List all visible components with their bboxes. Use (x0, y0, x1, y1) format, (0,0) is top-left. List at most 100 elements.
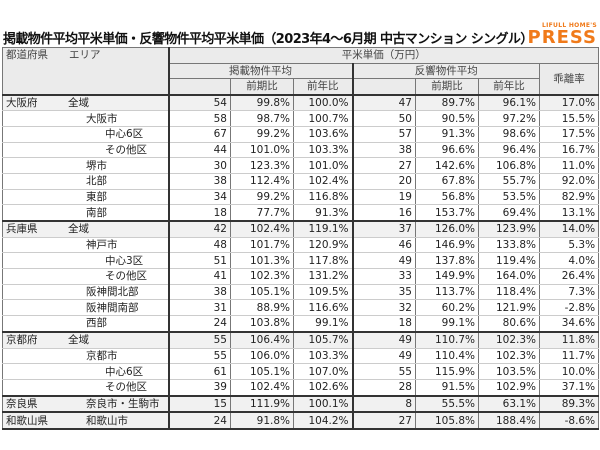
listed-yoy: 117.8% (293, 252, 354, 270)
listed-yoy: 109.5% (293, 283, 354, 301)
response-qoq: 115.9% (415, 363, 479, 380)
header-listed-average: 掲載物件平均 (168, 62, 354, 79)
listed-qoq: 91.8% (230, 411, 294, 430)
area: 大阪市 (86, 112, 118, 125)
area: 中心6区 (105, 365, 144, 378)
listed-qoq: 111.9% (230, 394, 294, 413)
table-row: 京都市 55 106.0% 103.3% 49 110.4% 102.3% 11.7% (2, 347, 600, 365)
response-yoy: 103.5% (478, 363, 540, 380)
response-yoy: 96.1% (478, 93, 540, 112)
response-qoq: 137.8% (415, 252, 479, 270)
prefecture: 兵庫県 (6, 223, 38, 236)
table-row: 南部 18 77.7% 91.3% 16 153.7% 69.4% 13.1% (2, 204, 600, 222)
header-unit: 平米単価（万円） (167, 47, 600, 64)
area: 北部 (86, 175, 107, 188)
response-qoq: 113.7% (415, 283, 479, 301)
lifull-homes-press-logo: LIFULL HOME'S PRESS (528, 22, 597, 47)
area: 東部 (86, 190, 107, 203)
gap-rate: 10.0% (538, 363, 600, 380)
listed-yoy: 116.8% (293, 188, 354, 206)
response-price: 50 (352, 110, 416, 127)
response-price: 35 (352, 283, 416, 301)
area: その他区 (105, 143, 147, 156)
listed-yoy: 105.7% (293, 330, 354, 349)
listed-qoq: 99.8% (230, 93, 294, 112)
listed-qoq: 98.7% (230, 110, 294, 127)
table-row: その他区 44 101.0% 103.3% 38 96.6% 96.4% 16.7% (2, 141, 600, 159)
listed-price: 30 (168, 157, 231, 174)
pref-area-cell: 京都府 全域 (2, 330, 170, 349)
table-row: 中心3区 51 101.3% 117.8% 49 137.8% 119.4% 4.0% (2, 252, 600, 270)
listed-price: 54 (168, 93, 231, 112)
table-row: 阪神間南部 31 88.9% 116.6% 32 60.2% 121.9% -2.8% (2, 299, 600, 317)
response-price: 8 (352, 394, 416, 413)
response-yoy: 121.9% (478, 299, 540, 317)
area: 全域 (68, 96, 89, 109)
listed-yoy: 91.3% (293, 204, 354, 222)
response-yoy: 69.4% (478, 204, 540, 222)
response-qoq: 67.8% (415, 172, 479, 190)
response-qoq: 153.7% (415, 204, 479, 222)
listed-yoy: 99.1% (293, 315, 354, 333)
listed-price: 55 (168, 347, 231, 365)
listed-yoy: 103.3% (293, 141, 354, 159)
gap-rate: 14.0% (538, 219, 600, 238)
listed-qoq: 101.3% (230, 252, 294, 270)
pref-area-cell: 和歌山県 和歌山市 (2, 411, 170, 430)
prefecture: 京都府 (6, 334, 38, 347)
response-qoq: 91.3% (415, 125, 479, 143)
table-row: その他区 39 102.4% 102.6% 28 91.5% 102.9% 37.1% (2, 378, 600, 397)
response-price: 49 (352, 347, 416, 365)
gap-rate: 89.3% (538, 394, 600, 413)
listed-qoq: 106.4% (230, 330, 294, 349)
table-row: 兵庫県 全域 42 102.4% 119.1% 37 126.0% 123.9% 14.0% (2, 219, 600, 238)
area: 京都市 (86, 349, 118, 362)
response-qoq: 99.1% (415, 315, 479, 333)
response-yoy: 119.4% (478, 252, 540, 270)
header-response-qoq: 前期比 (415, 78, 479, 96)
area: 西部 (86, 317, 107, 330)
response-yoy: 96.4% (478, 141, 540, 159)
price-table: 都道府県 エリア 平米単価（万円） 掲載物件平均 反響物件平均 乖離率 前期比 … (2, 47, 600, 430)
header-listed-qoq: 前期比 (230, 78, 294, 96)
response-price: 27 (352, 411, 416, 430)
header-blank (352, 78, 416, 96)
table-row: 東部 34 99.2% 116.8% 19 56.8% 53.5% 82.9% (2, 188, 600, 206)
response-qoq: 110.7% (415, 330, 479, 349)
listed-price: 41 (168, 268, 231, 285)
page-title: 掲載物件平均平米単価・反響物件平均平米単価（2023年4～6月期 中古マンション… (3, 32, 533, 47)
table-row: 大阪市 58 98.7% 100.7% 50 90.5% 97.2% 15.5% (2, 110, 600, 127)
response-yoy: 133.8% (478, 236, 540, 254)
pref-area-cell: 東部 (2, 188, 170, 206)
pref-area-cell: 神戸市 (2, 236, 170, 254)
table-row: 京都府 全域 55 106.4% 105.7% 49 110.7% 102.3% 11.8% (2, 330, 600, 349)
response-price: 19 (352, 188, 416, 206)
listed-yoy: 131.2% (293, 268, 354, 285)
prefecture: 大阪府 (6, 96, 38, 109)
listed-price: 48 (168, 236, 231, 254)
response-price: 18 (352, 315, 416, 333)
response-qoq: 105.8% (415, 411, 479, 430)
listed-yoy: 116.6% (293, 299, 354, 317)
response-yoy: 106.8% (478, 157, 540, 174)
response-price: 49 (352, 330, 416, 349)
listed-price: 34 (168, 188, 231, 206)
response-price: 28 (352, 378, 416, 397)
gap-rate: 11.8% (538, 330, 600, 349)
pref-area-cell: 中心3区 (2, 252, 170, 270)
response-price: 37 (352, 219, 416, 238)
pref-area-cell: 中心6区 (2, 125, 170, 143)
listed-qoq: 102.4% (230, 219, 294, 238)
listed-qoq: 103.8% (230, 315, 294, 333)
gap-rate: 17.5% (538, 125, 600, 143)
pref-area-cell: その他区 (2, 141, 170, 159)
table-row: 中心6区 61 105.1% 107.0% 55 115.9% 103.5% 10.0% (2, 363, 600, 380)
listed-qoq: 102.4% (230, 378, 294, 397)
listed-qoq: 99.2% (230, 188, 294, 206)
response-yoy: 118.4% (478, 283, 540, 301)
listed-price: 24 (168, 411, 231, 430)
response-price: 47 (352, 93, 416, 112)
pref-area-cell: 兵庫県 全域 (2, 219, 170, 238)
listed-price: 42 (168, 219, 231, 238)
area: 中心3区 (105, 254, 144, 267)
